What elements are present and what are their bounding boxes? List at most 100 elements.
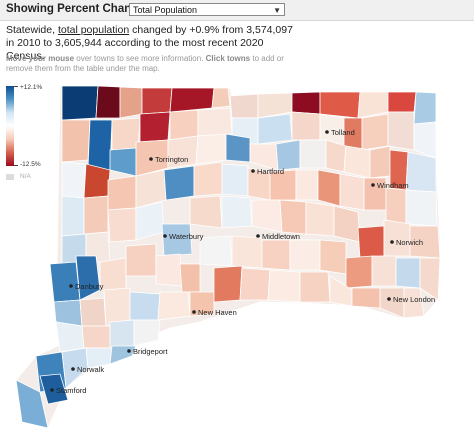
town[interactable] xyxy=(299,139,327,169)
town[interactable] xyxy=(275,139,301,171)
city-dot-torrington xyxy=(149,157,153,161)
town[interactable] xyxy=(221,163,249,197)
town[interactable] xyxy=(155,253,183,287)
town[interactable] xyxy=(395,257,421,289)
town[interactable] xyxy=(333,205,361,243)
city-label-norwich: Norwich xyxy=(396,238,423,247)
town[interactable] xyxy=(99,257,127,293)
town[interactable] xyxy=(83,163,111,199)
town[interactable] xyxy=(211,87,231,109)
city-dot-danbury xyxy=(69,284,73,288)
town[interactable] xyxy=(225,133,251,163)
town[interactable] xyxy=(385,187,407,225)
summary-prefix: Statewide, xyxy=(6,24,56,36)
hint-text-2: to add or remove them from the table und… xyxy=(6,54,284,73)
town[interactable] xyxy=(279,199,307,235)
town[interactable] xyxy=(189,291,215,317)
town[interactable] xyxy=(299,271,331,303)
town[interactable] xyxy=(403,287,425,319)
city-dot-hartford xyxy=(251,169,255,173)
town[interactable] xyxy=(107,175,137,211)
town[interactable] xyxy=(119,86,143,119)
town[interactable] xyxy=(239,267,271,301)
town[interactable] xyxy=(195,133,227,165)
town[interactable] xyxy=(61,195,85,237)
town[interactable] xyxy=(295,169,319,201)
town[interactable] xyxy=(133,319,161,347)
town[interactable] xyxy=(405,151,437,193)
towns-layer[interactable] xyxy=(15,85,441,429)
town[interactable] xyxy=(251,199,283,233)
city-dot-norwich xyxy=(390,240,394,244)
town[interactable] xyxy=(387,91,417,113)
town[interactable] xyxy=(261,239,291,271)
town[interactable] xyxy=(95,85,121,119)
town[interactable] xyxy=(221,195,253,229)
town[interactable] xyxy=(231,235,263,269)
town[interactable] xyxy=(157,291,191,321)
town[interactable] xyxy=(319,239,347,275)
town[interactable] xyxy=(87,119,113,171)
town[interactable] xyxy=(169,109,199,141)
city-label-windham: Windham xyxy=(377,181,409,190)
town[interactable] xyxy=(169,87,215,113)
town[interactable] xyxy=(229,93,259,119)
town[interactable] xyxy=(61,85,99,121)
city-dot-stamford xyxy=(50,388,54,392)
town[interactable] xyxy=(61,161,87,199)
town[interactable] xyxy=(267,269,301,303)
hint-text-1: over towns to see more information. xyxy=(76,54,204,63)
town[interactable] xyxy=(109,319,135,349)
city-label-torrington: Torrington xyxy=(155,155,188,164)
town[interactable] xyxy=(369,145,391,179)
town[interactable] xyxy=(357,225,385,259)
city-label-new-haven: New Haven xyxy=(198,308,237,317)
town[interactable] xyxy=(193,161,223,197)
town[interactable] xyxy=(387,111,415,151)
town[interactable] xyxy=(141,87,173,115)
city-label-waterbury: Waterbury xyxy=(169,232,204,241)
town[interactable] xyxy=(163,165,195,201)
town[interactable] xyxy=(179,263,201,293)
town[interactable] xyxy=(291,91,321,115)
town[interactable] xyxy=(61,119,91,163)
town[interactable] xyxy=(319,91,361,119)
town[interactable] xyxy=(125,243,157,277)
town[interactable] xyxy=(343,145,371,179)
town[interactable] xyxy=(419,257,441,301)
town[interactable] xyxy=(39,373,69,405)
town[interactable] xyxy=(291,111,321,141)
town[interactable] xyxy=(129,291,161,321)
town[interactable] xyxy=(15,379,49,429)
town[interactable] xyxy=(189,195,223,229)
town[interactable] xyxy=(351,287,381,309)
town[interactable] xyxy=(325,139,347,173)
town[interactable] xyxy=(55,321,85,353)
total-population-link[interactable]: total population xyxy=(57,24,130,36)
town[interactable] xyxy=(345,255,373,289)
town[interactable] xyxy=(305,201,335,237)
town[interactable] xyxy=(79,297,107,327)
town[interactable] xyxy=(81,325,111,349)
town[interactable] xyxy=(213,265,243,303)
town[interactable] xyxy=(257,113,293,145)
town[interactable] xyxy=(139,111,171,143)
town[interactable] xyxy=(371,255,397,287)
town[interactable] xyxy=(413,91,437,125)
town[interactable] xyxy=(405,189,438,227)
city-dot-norwalk xyxy=(71,367,75,371)
city-dot-windham xyxy=(371,183,375,187)
hint-move-mouse: Move your mouse xyxy=(6,54,75,63)
town[interactable] xyxy=(361,113,389,151)
measure-select[interactable]: Total Population ▼ xyxy=(129,3,285,16)
town[interactable] xyxy=(199,235,233,267)
town[interactable] xyxy=(161,223,193,257)
town[interactable] xyxy=(197,107,233,137)
town[interactable] xyxy=(107,207,137,243)
town[interactable] xyxy=(289,239,321,271)
summary-rest: changed by +0.9% from 3,574,097 in 2010 … xyxy=(6,24,293,62)
town[interactable] xyxy=(339,173,365,211)
town[interactable] xyxy=(83,195,109,235)
town[interactable] xyxy=(317,169,341,207)
